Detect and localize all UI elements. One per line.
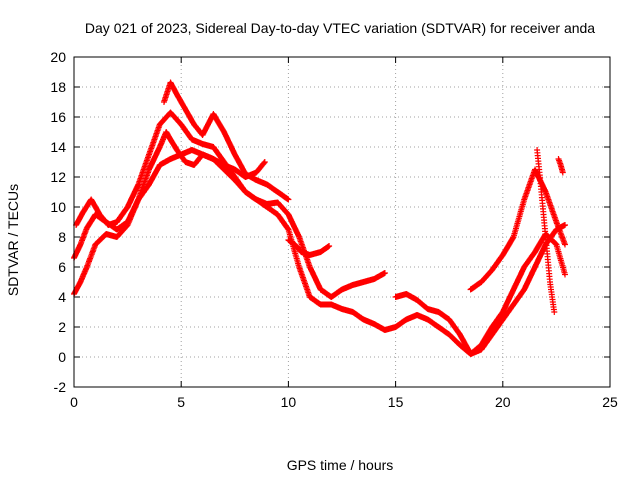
grid-layer: [74, 57, 610, 387]
y-tick-label: 14: [50, 139, 66, 155]
y-tick-label: 10: [50, 199, 66, 215]
series-markers: [555, 156, 566, 176]
x-tick-label: 10: [281, 394, 297, 410]
x-tick-label: 5: [177, 394, 185, 410]
series-track-h: [534, 147, 558, 315]
x-tick-label: 20: [495, 394, 511, 410]
series-track-c: [73, 109, 388, 300]
y-tick-label: 16: [50, 109, 66, 125]
series-track-g: [467, 166, 568, 293]
series-track-d: [161, 79, 292, 203]
series-markers: [73, 109, 388, 300]
y-tick-label: 6: [58, 259, 66, 275]
y-axis-label: SDTVAR / TECUs: [5, 184, 21, 296]
series-markers: [467, 166, 568, 293]
series-markers: [161, 79, 292, 203]
y-tick-label: 18: [50, 79, 66, 95]
series-markers: [534, 147, 558, 315]
y-tick-label: 12: [50, 169, 66, 185]
y-tick-label: -2: [54, 379, 67, 395]
x-axis-label: GPS time / hours: [287, 457, 394, 473]
y-tick-label: 4: [58, 289, 66, 305]
series-markers: [285, 237, 333, 258]
x-tick-label: 0: [70, 394, 78, 410]
y-tick-label: 2: [58, 319, 66, 335]
series-track-i: [555, 156, 566, 176]
x-tick-label: 15: [388, 394, 404, 410]
plot-frame: [73, 56, 611, 388]
series-track-e: [285, 237, 333, 258]
y-tick-label: 8: [58, 229, 66, 245]
y-tick-label: 0: [58, 349, 66, 365]
chart-title: Day 021 of 2023, Sidereal Day-to-day VTE…: [85, 20, 595, 36]
data-layer: [71, 79, 568, 357]
y-tick-label: 20: [50, 49, 66, 65]
x-tick-label: 25: [602, 394, 618, 410]
